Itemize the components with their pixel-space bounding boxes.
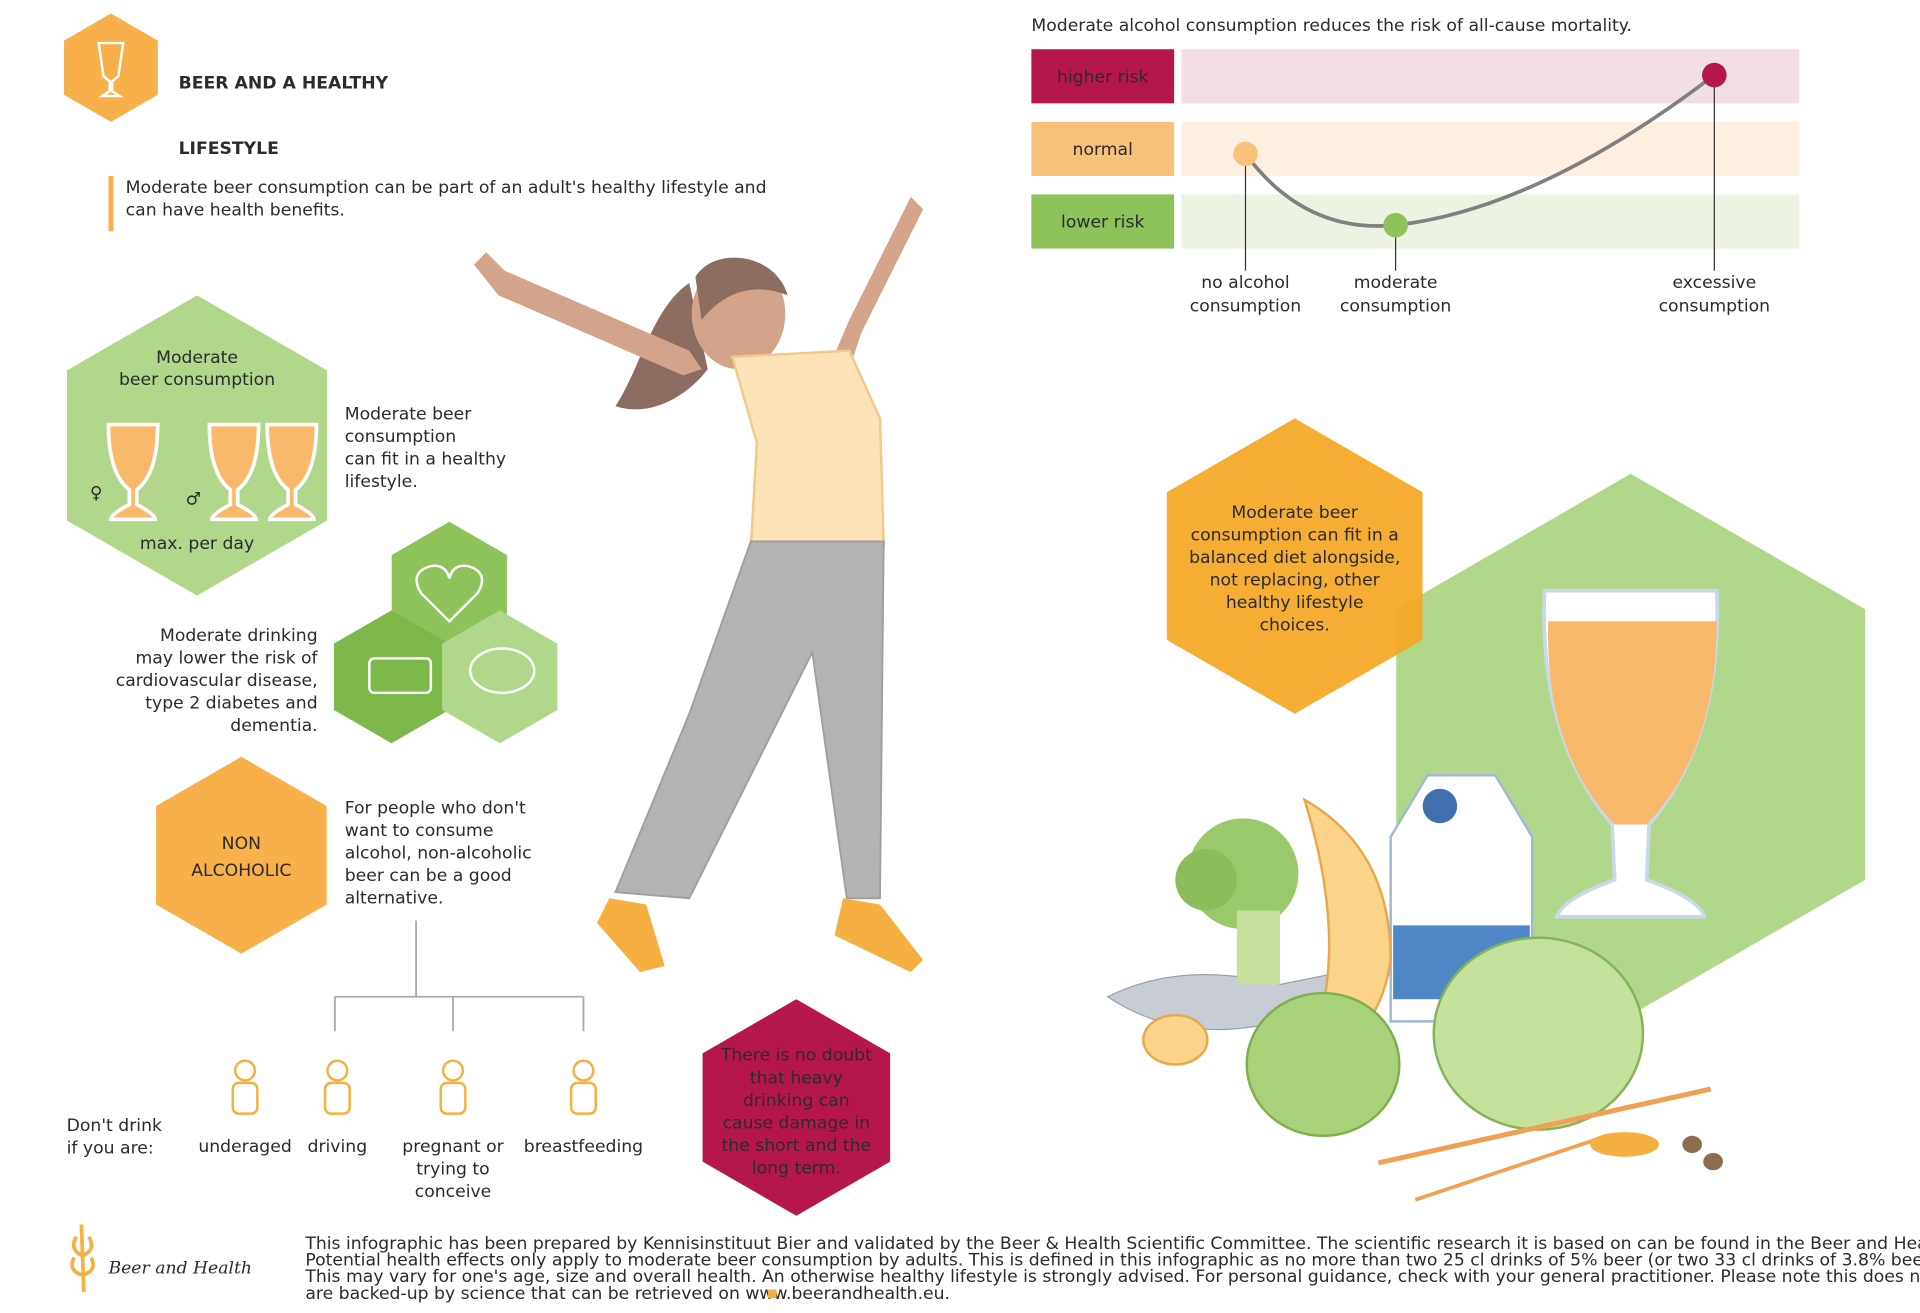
heavy-text: There is no doubt [720, 1046, 872, 1066]
heavy-text: long term. [752, 1158, 841, 1178]
non-alcoholic-text: beer can be a good [345, 866, 512, 886]
title: BEER AND A HEALTHY [179, 74, 389, 94]
heavy-text: the short and the [722, 1136, 872, 1156]
risk-band [1181, 49, 1800, 104]
mortality-title: Moderate alcohol consumption reduces the… [1031, 16, 1632, 36]
item-label: pregnant or [402, 1137, 504, 1157]
risk-point [1702, 62, 1727, 88]
non-alcoholic-text: alcohol, non-alcoholic [345, 843, 532, 863]
point-label: moderate [1354, 273, 1438, 293]
item-icon [439, 1081, 467, 1115]
moderate-text: consumption [345, 427, 457, 447]
footer-square [768, 1289, 777, 1299]
point-label: excessive [1672, 273, 1756, 293]
health-hex [442, 610, 558, 744]
non-alcoholic-badge: ALCOHOLIC [191, 861, 291, 881]
item-icon [441, 1059, 465, 1082]
dont-drink-label: Don't drink [67, 1116, 162, 1136]
moderate-text: lifestyle. [345, 472, 418, 492]
risk-label: normal [1073, 140, 1133, 160]
heavy-text: that heavy [750, 1068, 843, 1088]
risk-band [1181, 121, 1800, 176]
moderate-text: can fit in a healthy [345, 450, 506, 470]
intro-text: Moderate beer consumption can be part of… [126, 178, 767, 198]
glass [106, 422, 160, 522]
item-icon [233, 1059, 257, 1082]
item-label: underaged [198, 1137, 291, 1157]
item-icon [231, 1081, 259, 1115]
item-icon [323, 1081, 351, 1115]
risk-label: higher risk [1057, 67, 1149, 87]
item-icon [569, 1081, 597, 1115]
risk-label-box [1031, 49, 1175, 104]
risk-label-box [1031, 194, 1175, 249]
non-alcoholic-badge: NON [222, 834, 261, 854]
point-label: consumption [1190, 296, 1302, 316]
glass [207, 422, 261, 522]
food-illustration [1106, 588, 1723, 1202]
risk-label: lower risk [1061, 213, 1144, 233]
intro-bar [108, 175, 114, 232]
male-symbol: ♂ [186, 490, 201, 510]
glass [265, 422, 319, 522]
heavy-text: cause damage in [723, 1113, 870, 1133]
heavy-hex [702, 999, 891, 1216]
risk-point [1383, 212, 1408, 238]
item-label: conceive [415, 1182, 492, 1202]
non-alcoholic-text: alternative. [345, 888, 444, 908]
health-text: Moderate drinking [160, 626, 318, 646]
health-hex [333, 610, 450, 744]
risk-point [1233, 141, 1258, 167]
risk-label-box [1031, 121, 1175, 176]
hand-icon [368, 657, 433, 695]
risk-curve [1244, 73, 1716, 228]
health-text: may lower the risk of [135, 649, 318, 669]
health-text: dementia. [230, 716, 317, 736]
moderate-caption: max. per day [140, 534, 254, 554]
item-label: breastfeeding [524, 1137, 643, 1157]
brain-icon [469, 647, 536, 695]
diet-text: Moderate beer [1231, 503, 1358, 523]
moderate-text: Moderate beer [345, 405, 472, 425]
diet-text: choices. [1260, 616, 1330, 636]
health-text: cardiovascular disease, [116, 671, 318, 691]
heavy-text: drinking can [743, 1091, 850, 1111]
item-icon [326, 1059, 349, 1082]
point-label: consumption [1659, 296, 1770, 316]
item-icon [572, 1059, 595, 1082]
point-label: consumption [1340, 296, 1452, 316]
female-symbol: ♀ [90, 483, 103, 503]
heart-icon [415, 564, 484, 624]
tree-lines [333, 920, 585, 1032]
non-alcoholic-hex [156, 756, 327, 954]
intro-text: can have health benefits. [126, 200, 345, 220]
health-hex [391, 521, 507, 655]
title: LIFESTYLE [179, 139, 279, 159]
logo-hex [64, 13, 158, 122]
moderate-badge: beer consumption [119, 370, 275, 390]
woman-illustration [473, 196, 924, 973]
non-alcoholic-text: For people who don't [345, 798, 526, 818]
footer-text: Potential health effects only apply to m… [305, 1251, 1920, 1271]
diet-text: balanced diet alongside, [1189, 548, 1400, 568]
diet-text: not replacing, other [1210, 571, 1381, 591]
footer-text: This infographic has been prepared by Ke… [304, 1234, 1920, 1254]
footer-text: are backed-up by science that can be ret… [305, 1284, 950, 1304]
moderate-badge: Moderate [156, 348, 238, 368]
point-label: no alcohol [1201, 273, 1290, 293]
beer-icon [97, 41, 125, 98]
logo-wheat [70, 1224, 95, 1293]
footer-text: This may vary for one's age, size and ov… [304, 1267, 1920, 1287]
non-alcoholic-text: want to consume [345, 821, 494, 841]
diet-text: consumption can fit in a [1191, 526, 1399, 546]
diet-hex [1166, 418, 1423, 714]
logo-text: Beer and Health [107, 1259, 252, 1279]
item-label: driving [308, 1137, 368, 1157]
item-label: trying to [416, 1159, 489, 1179]
diet-text: healthy lifestyle [1226, 593, 1364, 613]
dont-drink-label: if you are: [67, 1138, 154, 1158]
health-text: type 2 diabetes and [145, 694, 317, 714]
